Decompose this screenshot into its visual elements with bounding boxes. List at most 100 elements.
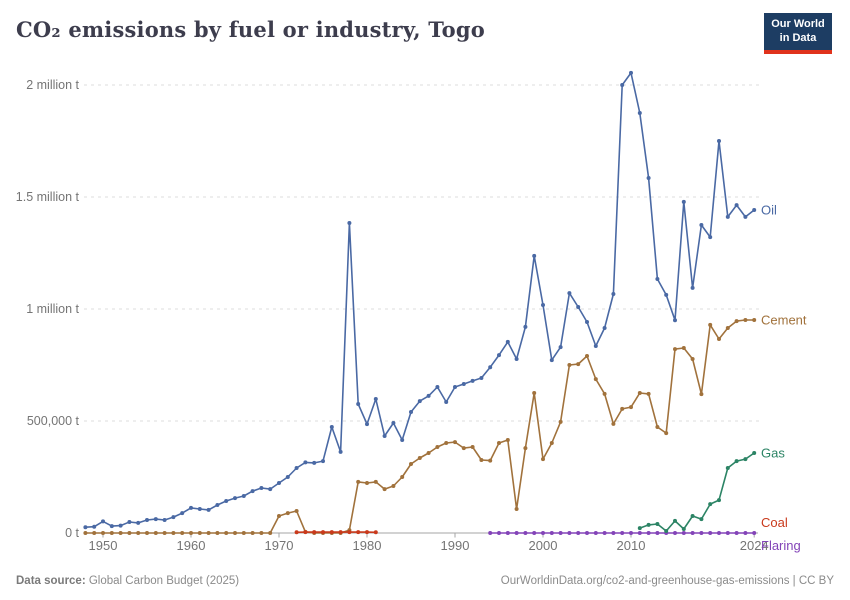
data-point	[752, 318, 757, 322]
data-point	[637, 526, 642, 531]
data-point	[646, 522, 651, 527]
data-point	[743, 457, 748, 462]
data-point	[197, 507, 202, 511]
data-point	[734, 319, 739, 324]
data-source-value: Global Carbon Budget (2025)	[85, 575, 240, 587]
data-point	[514, 507, 519, 511]
data-point	[171, 515, 176, 520]
data-point	[585, 320, 589, 324]
data-point	[673, 531, 677, 535]
data-point	[365, 530, 369, 535]
data-point	[664, 292, 669, 297]
data-point	[708, 502, 713, 507]
series-label-gas[interactable]: Gas	[761, 446, 785, 461]
data-point	[725, 214, 730, 219]
data-point	[743, 214, 748, 219]
series-markers-gas	[637, 451, 757, 533]
data-point	[734, 459, 739, 464]
data-point	[681, 527, 686, 531]
data-point	[655, 425, 660, 429]
data-point	[752, 451, 757, 455]
data-point	[734, 531, 739, 535]
data-point	[708, 322, 713, 327]
series-line-cement	[85, 319, 755, 534]
data-point	[576, 531, 581, 535]
data-point	[470, 378, 475, 383]
x-axis-tick-label: 2024	[740, 538, 769, 553]
data-point	[453, 440, 457, 445]
data-point	[629, 405, 633, 410]
data-point	[567, 531, 572, 535]
data-point	[118, 531, 123, 535]
data-point	[426, 451, 431, 455]
data-point	[514, 357, 519, 361]
data-point	[558, 419, 563, 424]
data-point	[505, 339, 510, 344]
data-point	[136, 531, 141, 535]
data-point	[497, 353, 501, 358]
data-point	[259, 486, 264, 490]
data-point	[206, 531, 211, 535]
series-label-oil[interactable]: Oil	[761, 202, 777, 217]
data-point	[523, 446, 528, 451]
owid-url-link[interactable]: OurWorldinData.org/co2-and-greenhouse-ga…	[500, 575, 834, 587]
data-point	[699, 392, 704, 397]
data-point	[294, 466, 299, 470]
x-axis-tick-label: 2000	[529, 538, 558, 553]
data-point	[541, 457, 545, 462]
data-point	[681, 199, 686, 204]
data-point	[743, 531, 748, 535]
data-point	[373, 530, 378, 535]
data-point	[532, 531, 537, 535]
data-point	[373, 479, 378, 484]
data-point	[145, 518, 149, 522]
data-point	[655, 277, 660, 281]
data-point	[153, 517, 158, 522]
data-point	[488, 531, 493, 535]
owid-logo-line2: in Data	[779, 31, 817, 44]
data-point	[655, 531, 660, 535]
data-point	[444, 441, 449, 445]
data-point	[294, 509, 299, 513]
data-point	[391, 421, 396, 425]
co2-emissions-line-chart[interactable]: 0 t 500,000 t 1 million t 1.5 million t 2 mi…	[0, 0, 850, 560]
data-point	[233, 496, 237, 501]
data-point	[488, 365, 493, 370]
x-axis-tick-label: 1970	[265, 538, 294, 553]
data-point	[356, 479, 361, 484]
series-label-coal[interactable]: Coal	[761, 515, 788, 530]
y-axis-tick-label: 2 million t	[26, 78, 79, 92]
data-point	[92, 531, 97, 535]
data-point	[602, 531, 607, 535]
data-point	[646, 531, 651, 535]
data-point	[664, 529, 669, 533]
data-point	[752, 208, 757, 212]
data-point	[409, 462, 413, 466]
series-label-cement[interactable]: Cement	[761, 312, 807, 327]
data-point	[162, 531, 167, 535]
data-point	[347, 530, 352, 535]
data-point	[532, 253, 537, 258]
data-point	[101, 531, 105, 535]
data-point	[136, 520, 141, 525]
data-point	[690, 531, 695, 535]
data-point	[224, 531, 229, 535]
data-point	[611, 531, 616, 535]
series-label-flaring[interactable]: Flaring	[761, 538, 801, 553]
data-point	[417, 399, 422, 404]
data-point	[382, 434, 387, 438]
data-point	[699, 517, 704, 522]
data-point	[338, 449, 343, 454]
data-point	[717, 139, 721, 143]
data-point	[461, 382, 466, 386]
data-point	[576, 305, 581, 309]
data-point	[549, 531, 554, 535]
data-point	[241, 494, 246, 498]
data-point	[470, 445, 475, 449]
data-point	[646, 176, 651, 180]
data-point	[83, 531, 88, 535]
data-point	[153, 531, 158, 535]
data-point	[197, 531, 202, 535]
data-point	[444, 400, 449, 404]
data-point	[629, 70, 633, 75]
